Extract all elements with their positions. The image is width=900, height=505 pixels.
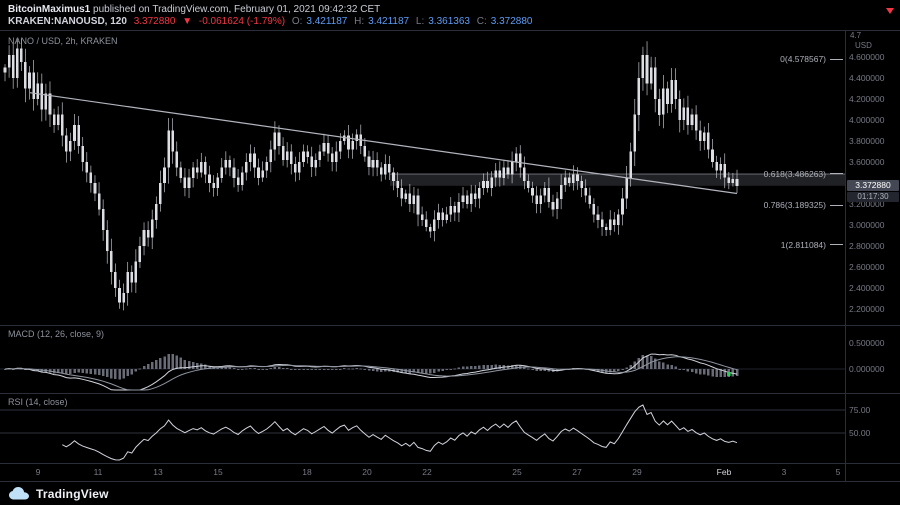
fib-level-dash	[830, 58, 843, 60]
open-label: O:	[291, 16, 303, 27]
close-label: C:	[476, 16, 487, 27]
price-axis-label: 4.000000	[849, 115, 885, 125]
price-pane-legend: NANO / USD, 2h, KRAKEN	[8, 36, 118, 46]
time-axis-label[interactable]: 25	[512, 467, 522, 477]
time-axis-label[interactable]: 27	[572, 467, 582, 477]
price-axis-label: 4.200000	[849, 94, 885, 104]
fib-level-label: 0.618(3.486263)	[764, 169, 843, 179]
tradingview-brand-text[interactable]: TradingView	[36, 486, 109, 501]
price-axis-label: 3.600000	[849, 157, 885, 167]
rsi-axis-label: 75.00	[849, 405, 871, 415]
fib-level-dash	[830, 173, 843, 175]
time-axis-label[interactable]: 5	[835, 467, 841, 477]
footer: TradingView	[0, 482, 900, 505]
symbol-name: KRAKEN:NANOUSD, 120	[8, 16, 127, 27]
fib-level-dash	[830, 244, 843, 246]
high-value: 3.421187	[368, 16, 410, 27]
time-axis-label[interactable]: 15	[213, 467, 223, 477]
time-axis-label[interactable]: 3	[781, 467, 787, 477]
rsi-timeaxis-separator	[0, 463, 900, 464]
time-axis-label[interactable]: 11	[93, 467, 103, 477]
publisher-name: BitcoinMaximus1	[8, 4, 91, 15]
price-axis-label: 3.000000	[849, 220, 885, 230]
price-axis-label: 4.600000	[849, 52, 885, 62]
last-price-badge: 3.372880	[847, 180, 899, 191]
macd-axis-label: 0.500000	[849, 338, 885, 348]
time-axis-label[interactable]: 29	[632, 467, 642, 477]
price-axis-label: 4.400000	[849, 73, 885, 83]
time-axis-label[interactable]: 9	[35, 467, 41, 477]
low-value: 3.361363	[428, 16, 470, 27]
macd-pane-legend: MACD (12, 26, close, 9)	[8, 329, 105, 339]
close-value: 3.372880	[490, 16, 533, 27]
macd-rsi-separator	[0, 393, 900, 394]
time-axis-label[interactable]: 20	[362, 467, 372, 477]
macd-pane[interactable]	[0, 325, 845, 393]
low-label: L:	[415, 16, 425, 27]
time-axis-label[interactable]: Feb	[716, 467, 732, 477]
price-macd-separator	[0, 325, 900, 326]
header-separator	[0, 30, 900, 31]
tradingview-cloud-logo-icon[interactable]	[8, 486, 30, 501]
publish-line: BitcoinMaximus1 published on TradingView…	[8, 4, 380, 15]
price-change: -0.061624 (-1.79%)	[198, 16, 286, 27]
price-axis-label: 2.600000	[849, 262, 885, 272]
price-pane[interactable]	[0, 30, 845, 325]
currency-unit-label: USD	[855, 41, 872, 50]
bar-countdown-badge: 01:17:30	[847, 192, 899, 202]
time-axis-label[interactable]: 18	[302, 467, 312, 477]
time-axis-label[interactable]: 13	[153, 467, 163, 477]
footer-separator	[0, 481, 900, 482]
open-value: 3.421187	[306, 16, 348, 27]
price-axis-label: 2.400000	[849, 283, 885, 293]
price-axis-label: 3.800000	[849, 136, 885, 146]
time-axis-label[interactable]: 22	[422, 467, 432, 477]
fib-level-label: 0.786(3.189325)	[764, 200, 843, 210]
publish-info: published on TradingView.com, February 0…	[90, 4, 381, 15]
rsi-axis-label: 50.00	[849, 428, 871, 438]
rsi-pane-legend: RSI (14, close)	[8, 397, 68, 407]
short-idea-icon	[886, 8, 894, 14]
direction-down-icon: ▼	[182, 16, 193, 27]
price-axis-label: 2.800000	[849, 241, 885, 251]
price-scale-border[interactable]	[845, 30, 846, 481]
price-axis-label: 2.200000	[849, 304, 885, 314]
last-price: 3.372880	[133, 16, 176, 27]
high-label: H:	[354, 16, 365, 27]
rsi-pane[interactable]	[0, 393, 845, 463]
scale-top-label: 4.7	[850, 31, 862, 40]
fib-level-dash	[830, 204, 843, 206]
price-axis-label: 3.200000	[849, 199, 885, 209]
symbol-line: KRAKEN:NANOUSD, 120 3.372880 ▼ -0.061624…	[8, 16, 536, 27]
fib-level-label: 0(4.578567)	[780, 54, 843, 64]
fib-level-label: 1(2.811084)	[781, 240, 843, 250]
macd-axis-label: 0.000000	[849, 364, 885, 374]
